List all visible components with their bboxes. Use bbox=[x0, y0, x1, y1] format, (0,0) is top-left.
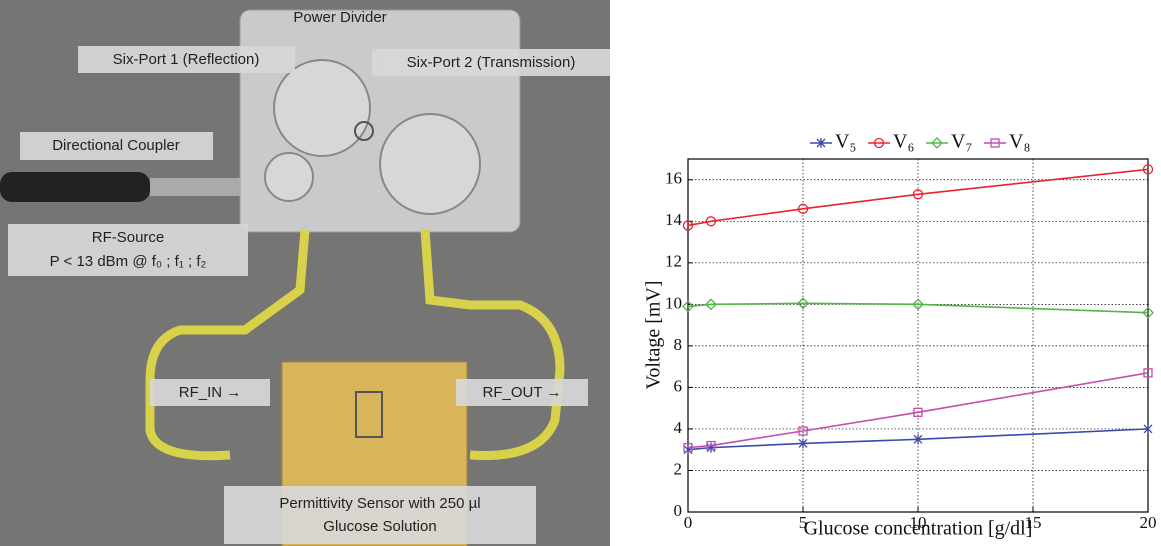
marker bbox=[1142, 164, 1154, 175]
marker bbox=[705, 216, 717, 227]
coupler-circuit bbox=[264, 152, 314, 202]
marker bbox=[705, 298, 717, 311]
cable-out bbox=[420, 229, 565, 461]
marker bbox=[682, 220, 694, 231]
legend-marker bbox=[931, 137, 943, 149]
x-tick-label: 20 bbox=[1140, 513, 1157, 532]
y-tick-label: 10 bbox=[665, 293, 682, 312]
marker bbox=[913, 407, 923, 417]
y-tick-label: 14 bbox=[665, 210, 683, 229]
series-line bbox=[687, 372, 1149, 449]
x-tick-label: 10 bbox=[910, 513, 927, 532]
marker bbox=[1142, 306, 1154, 319]
y-tick-label: 6 bbox=[674, 376, 683, 395]
marker bbox=[1143, 368, 1153, 378]
marker bbox=[798, 438, 808, 449]
label-six-port-2: Six-Port 2 (Transmission) bbox=[407, 54, 576, 71]
label-rf-in: RF_IN → bbox=[179, 384, 242, 401]
chart: Voltage [mV] Glucose concentration [g/dl… bbox=[643, 131, 1157, 540]
sensor-element bbox=[355, 391, 383, 438]
divider-circuit bbox=[354, 121, 374, 141]
marker bbox=[797, 203, 809, 214]
y-tick-label: 16 bbox=[665, 169, 682, 188]
marker bbox=[682, 300, 694, 313]
legend-label: V₅ bbox=[835, 131, 856, 153]
y-tick-label: 8 bbox=[674, 335, 683, 354]
label-power-divider: Power Divider bbox=[293, 9, 386, 26]
legend-label: V₆ bbox=[893, 131, 914, 153]
six-port-2-circuit bbox=[379, 113, 481, 215]
label-directional-coupler: Directional Coupler bbox=[52, 137, 180, 154]
marker bbox=[912, 298, 924, 311]
series-line bbox=[687, 302, 1149, 314]
label-glucose: Glucose Solution bbox=[323, 518, 436, 535]
marker bbox=[797, 297, 809, 310]
x-tick-label: 15 bbox=[1025, 513, 1042, 532]
legend-marker bbox=[990, 138, 1000, 148]
marker bbox=[913, 434, 923, 445]
photo: Power Divider Six-Port 1 (Reflection) Si… bbox=[0, 0, 610, 546]
y-tick-label: 12 bbox=[665, 252, 682, 271]
x-axis-label: Glucose concentration [g/dl] bbox=[804, 518, 1033, 540]
legend-label: V₇ bbox=[951, 131, 972, 153]
marker bbox=[706, 440, 716, 451]
six-port-1-circuit bbox=[273, 59, 371, 157]
marker bbox=[683, 442, 693, 453]
y-tick-label: 0 bbox=[674, 501, 683, 520]
y-tick-label: 4 bbox=[674, 418, 683, 437]
label-rf-out: RF_OUT → bbox=[483, 384, 562, 401]
marker bbox=[912, 189, 924, 200]
marker bbox=[1143, 423, 1153, 434]
y-axis-label: Voltage [mV] bbox=[643, 280, 665, 389]
x-tick-label: 0 bbox=[684, 513, 693, 532]
label-six-port-1: Six-Port 1 (Reflection) bbox=[113, 51, 260, 68]
y-tick-label: 2 bbox=[674, 459, 683, 478]
series-line bbox=[687, 168, 1149, 227]
label-rf-source: RF-Source bbox=[92, 229, 165, 246]
label-rf-power: P < 13 dBm @ f₀ ; f₁ ; f₂ bbox=[50, 253, 207, 270]
marker bbox=[798, 426, 808, 436]
x-tick-label: 5 bbox=[799, 513, 808, 532]
source-cable bbox=[0, 172, 150, 202]
connector bbox=[150, 178, 240, 196]
label-boxes bbox=[8, 46, 610, 544]
legend-marker bbox=[816, 138, 826, 148]
legend-marker bbox=[873, 137, 885, 149]
label-sensor: Permittivity Sensor with 250 µl bbox=[279, 495, 480, 512]
legend-label: V₈ bbox=[1009, 131, 1030, 153]
